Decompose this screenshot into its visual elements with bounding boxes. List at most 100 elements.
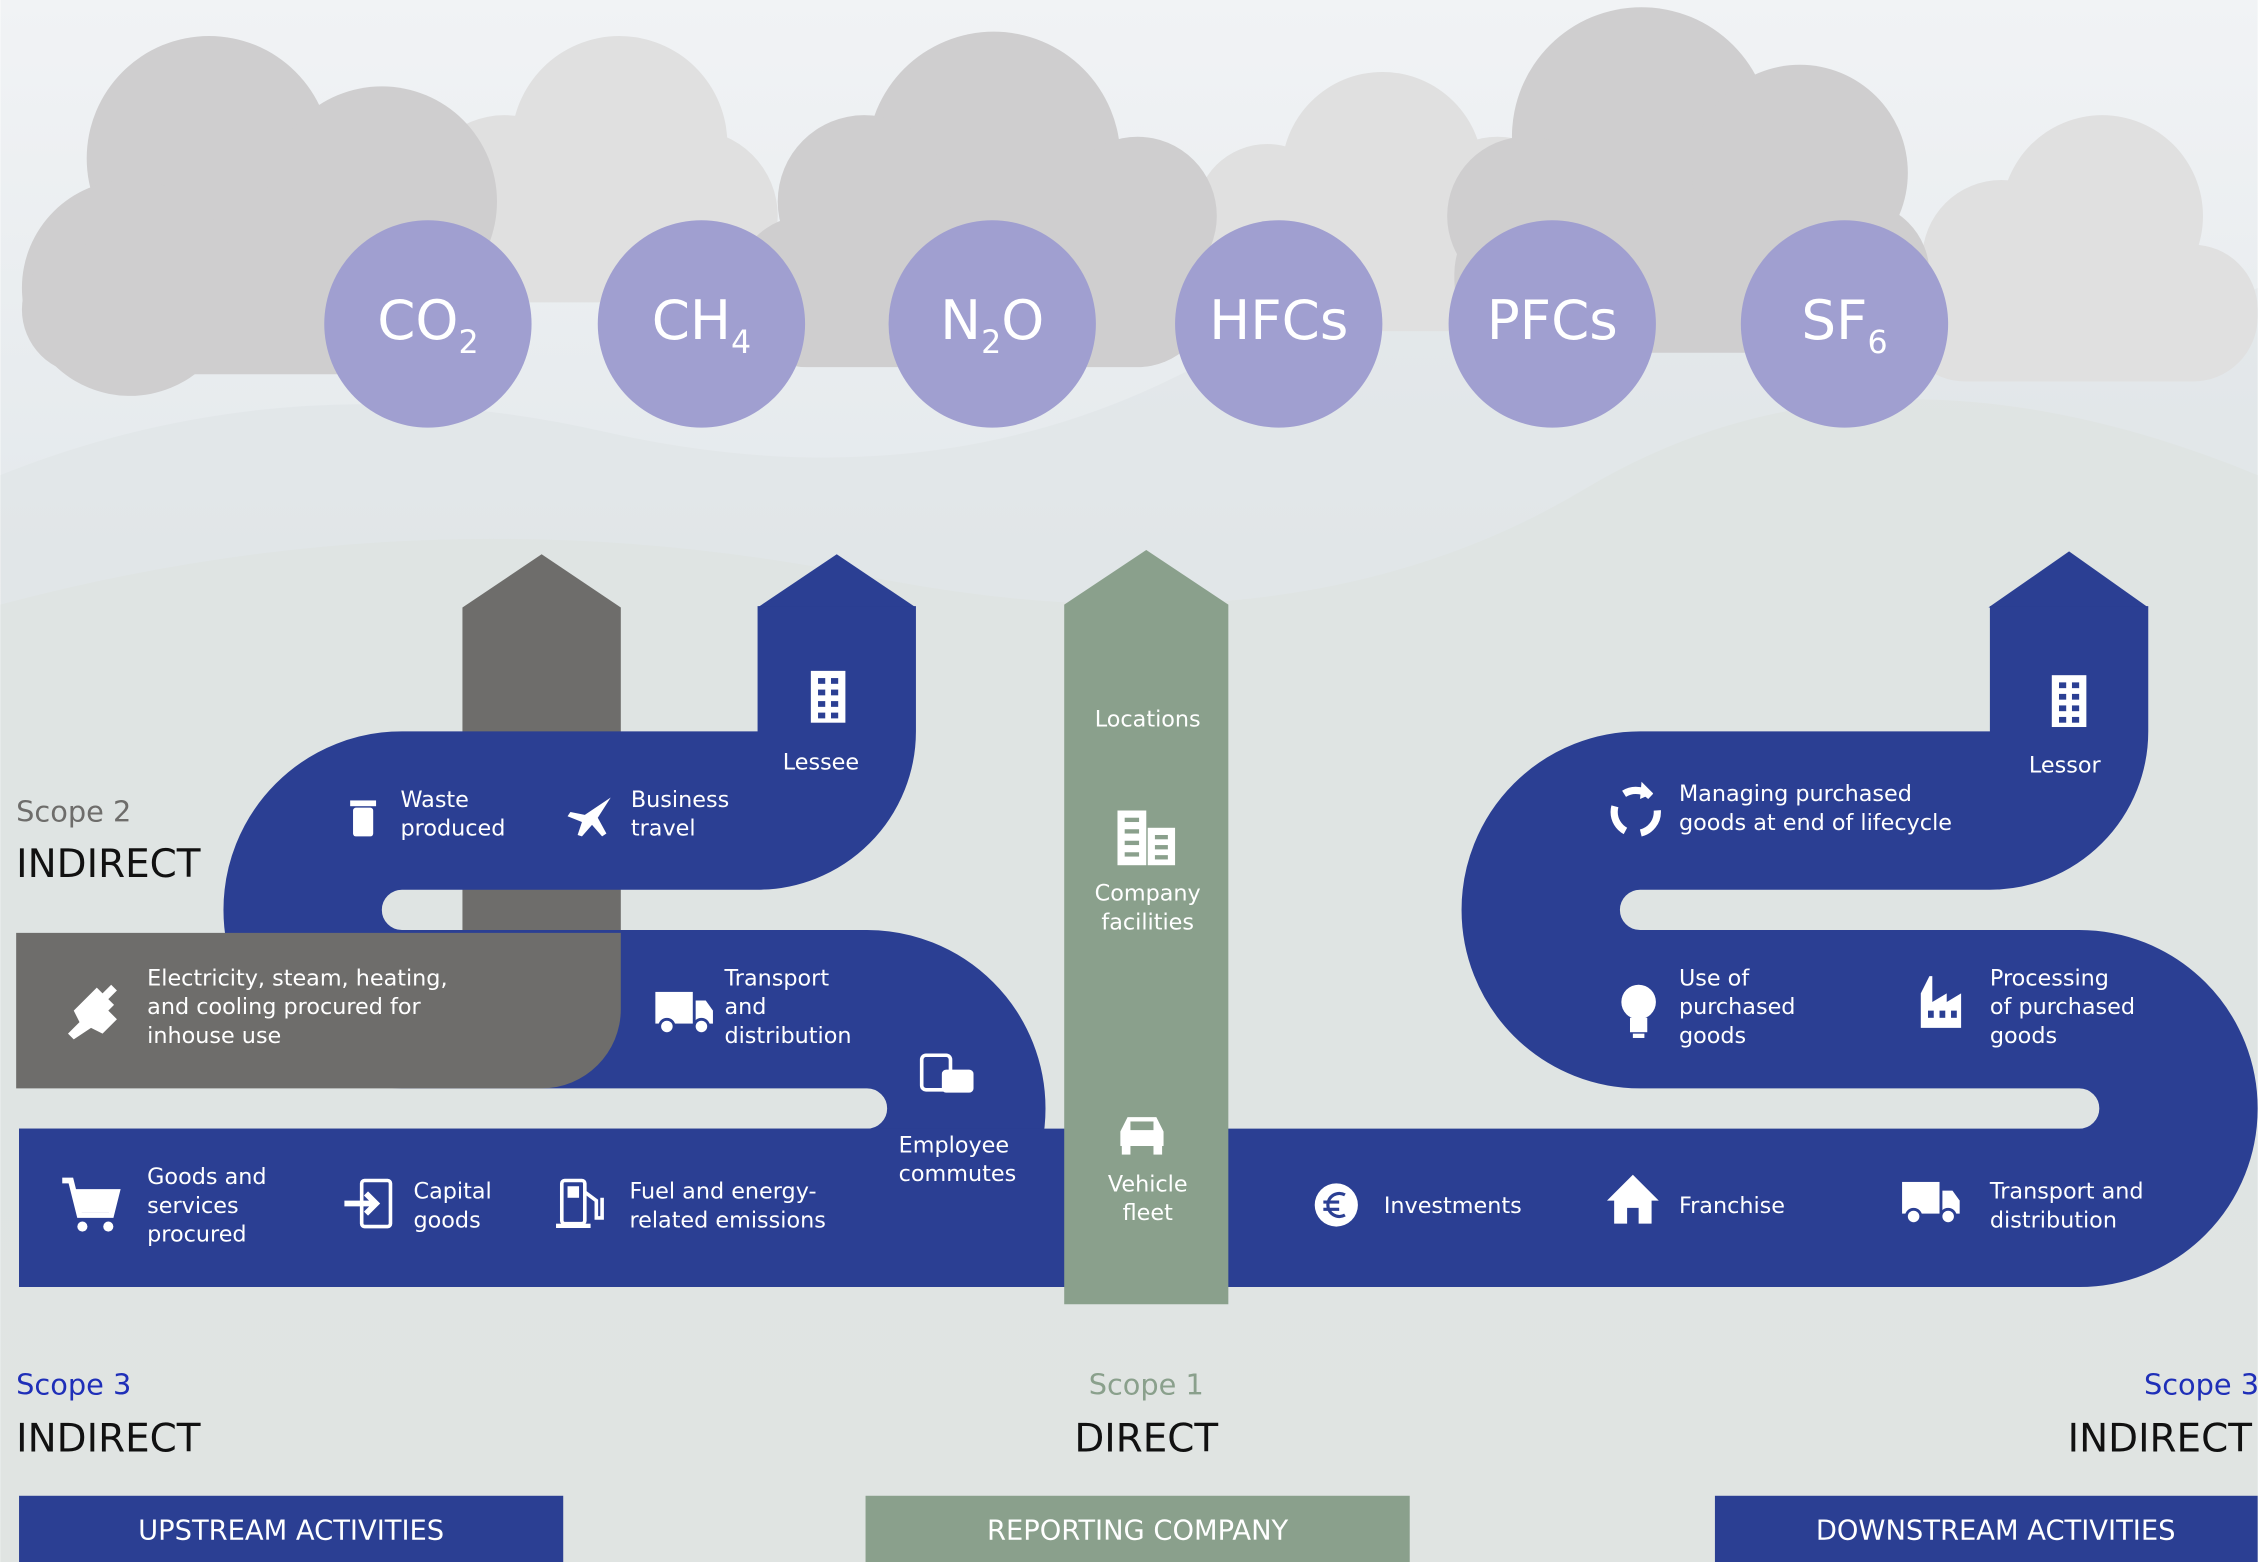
item-label: goods (1679, 1023, 1746, 1049)
gas-subscript: 2 (458, 325, 478, 361)
item-label: Electricity, steam, heating, (147, 965, 447, 991)
gas-text: N (940, 288, 981, 352)
item-label: produced (401, 816, 506, 842)
icon (2072, 682, 2079, 688)
page: CO2CH4N2OHFCsPFCsSF6Scope 2INDIRECTScope… (0, 0, 2258, 1562)
icon (818, 678, 825, 684)
icon (350, 800, 376, 836)
icon (2052, 675, 2087, 727)
item-label: Locations (1095, 706, 1201, 732)
icon (2059, 694, 2066, 700)
item: Locations (1095, 706, 1201, 732)
icon (2059, 717, 2066, 723)
footer-label: UPSTREAM ACTIVITIES (138, 1515, 444, 1546)
icon (655, 992, 692, 1024)
icon (1315, 1183, 1358, 1226)
icon (353, 808, 373, 837)
gas-circle (889, 220, 1096, 427)
item-label: and (724, 994, 766, 1020)
item-label: goods at end of lifecycle (1679, 810, 1952, 836)
item-label: commutes (899, 1161, 1017, 1187)
icon (1941, 1209, 1955, 1223)
item-label: Waste (401, 787, 469, 813)
item-label: Business (631, 787, 729, 813)
scope-kind: INDIRECT (16, 1417, 201, 1462)
icon (818, 690, 825, 696)
icon (2059, 705, 2066, 711)
icon (1906, 1209, 1920, 1223)
item-label: facilities (1101, 909, 1194, 935)
gas-subscript: 4 (731, 325, 751, 361)
gas-label: PFCs (1487, 288, 1618, 352)
icon (1630, 1018, 1647, 1032)
icon (831, 678, 838, 684)
icon (2072, 694, 2079, 700)
icon (1125, 841, 1139, 845)
item-label: related emissions (629, 1207, 825, 1233)
icon (568, 1186, 580, 1198)
icon (811, 671, 846, 723)
icon (1130, 1121, 1153, 1130)
item-label: inhouse use (147, 1023, 281, 1049)
icon (831, 701, 838, 707)
gas-text: O (1001, 288, 1044, 352)
icon (2072, 705, 2079, 711)
scope-label: Scope 1 (1089, 1367, 1204, 1401)
icon (103, 1222, 113, 1232)
icon (942, 1070, 974, 1093)
icon (2052, 675, 2087, 727)
item-label: fleet (1123, 1200, 1173, 1226)
item-label: procured (147, 1222, 246, 1248)
gas-text: CO (377, 288, 458, 352)
item-label: Company (1095, 881, 1201, 907)
icon (77, 1222, 87, 1232)
item-label: Use of (1679, 965, 1750, 991)
item-label: Employee (899, 1132, 1009, 1158)
item-label: Fuel and energy- (629, 1179, 816, 1205)
item-label: Vehicle (1108, 1171, 1188, 1197)
item-label: Managing purchased (1679, 781, 1912, 807)
item-label: Capital (414, 1179, 492, 1205)
scope-kind: INDIRECT (16, 842, 201, 887)
icon (350, 800, 376, 806)
item-label: Transport and (1989, 1179, 2144, 1205)
item-label: and cooling procured for (147, 994, 421, 1020)
icon (831, 713, 838, 719)
icon (694, 1019, 708, 1033)
item-label: goods (1990, 1023, 2057, 1049)
icon (1155, 855, 1168, 859)
item-label: Lessee (783, 750, 859, 776)
item-label: Investments (1384, 1193, 1522, 1219)
scope-label: Scope 2 (16, 794, 131, 828)
icon (1125, 852, 1139, 856)
gas-label: HFCs (1209, 288, 1348, 352)
scope-kind: INDIRECT (2068, 1417, 2253, 1462)
icon (1122, 1146, 1131, 1155)
icon (1633, 1034, 1645, 1038)
item-label: Lessor (2029, 752, 2102, 778)
item-label: travel (631, 816, 696, 842)
icon (2072, 717, 2079, 723)
footer-label: DOWNSTREAM ACTIVITIES (1816, 1515, 2176, 1546)
icon (1621, 985, 1656, 1020)
icon (811, 671, 846, 723)
item-label: services (147, 1193, 239, 1219)
item-label: of purchased (1990, 994, 2135, 1020)
item-label: goods (414, 1207, 481, 1233)
gas-text: PFCs (1487, 288, 1618, 352)
scope-kind: DIRECT (1074, 1417, 1218, 1462)
icon (1315, 1183, 1358, 1226)
item-label: Processing (1990, 965, 2109, 991)
icon (1902, 1182, 1939, 1214)
icon (1155, 835, 1168, 839)
gas-text: CH (652, 288, 731, 352)
icon (818, 713, 825, 719)
icon (818, 701, 825, 707)
icon (556, 1224, 591, 1228)
gas-subscript: 2 (981, 325, 1001, 361)
item-label: Franchise (1679, 1193, 1785, 1219)
icon (660, 1019, 674, 1033)
item-label: distribution (724, 1023, 851, 1049)
icon (2059, 682, 2066, 688)
gas-subscript: 6 (1868, 325, 1888, 361)
